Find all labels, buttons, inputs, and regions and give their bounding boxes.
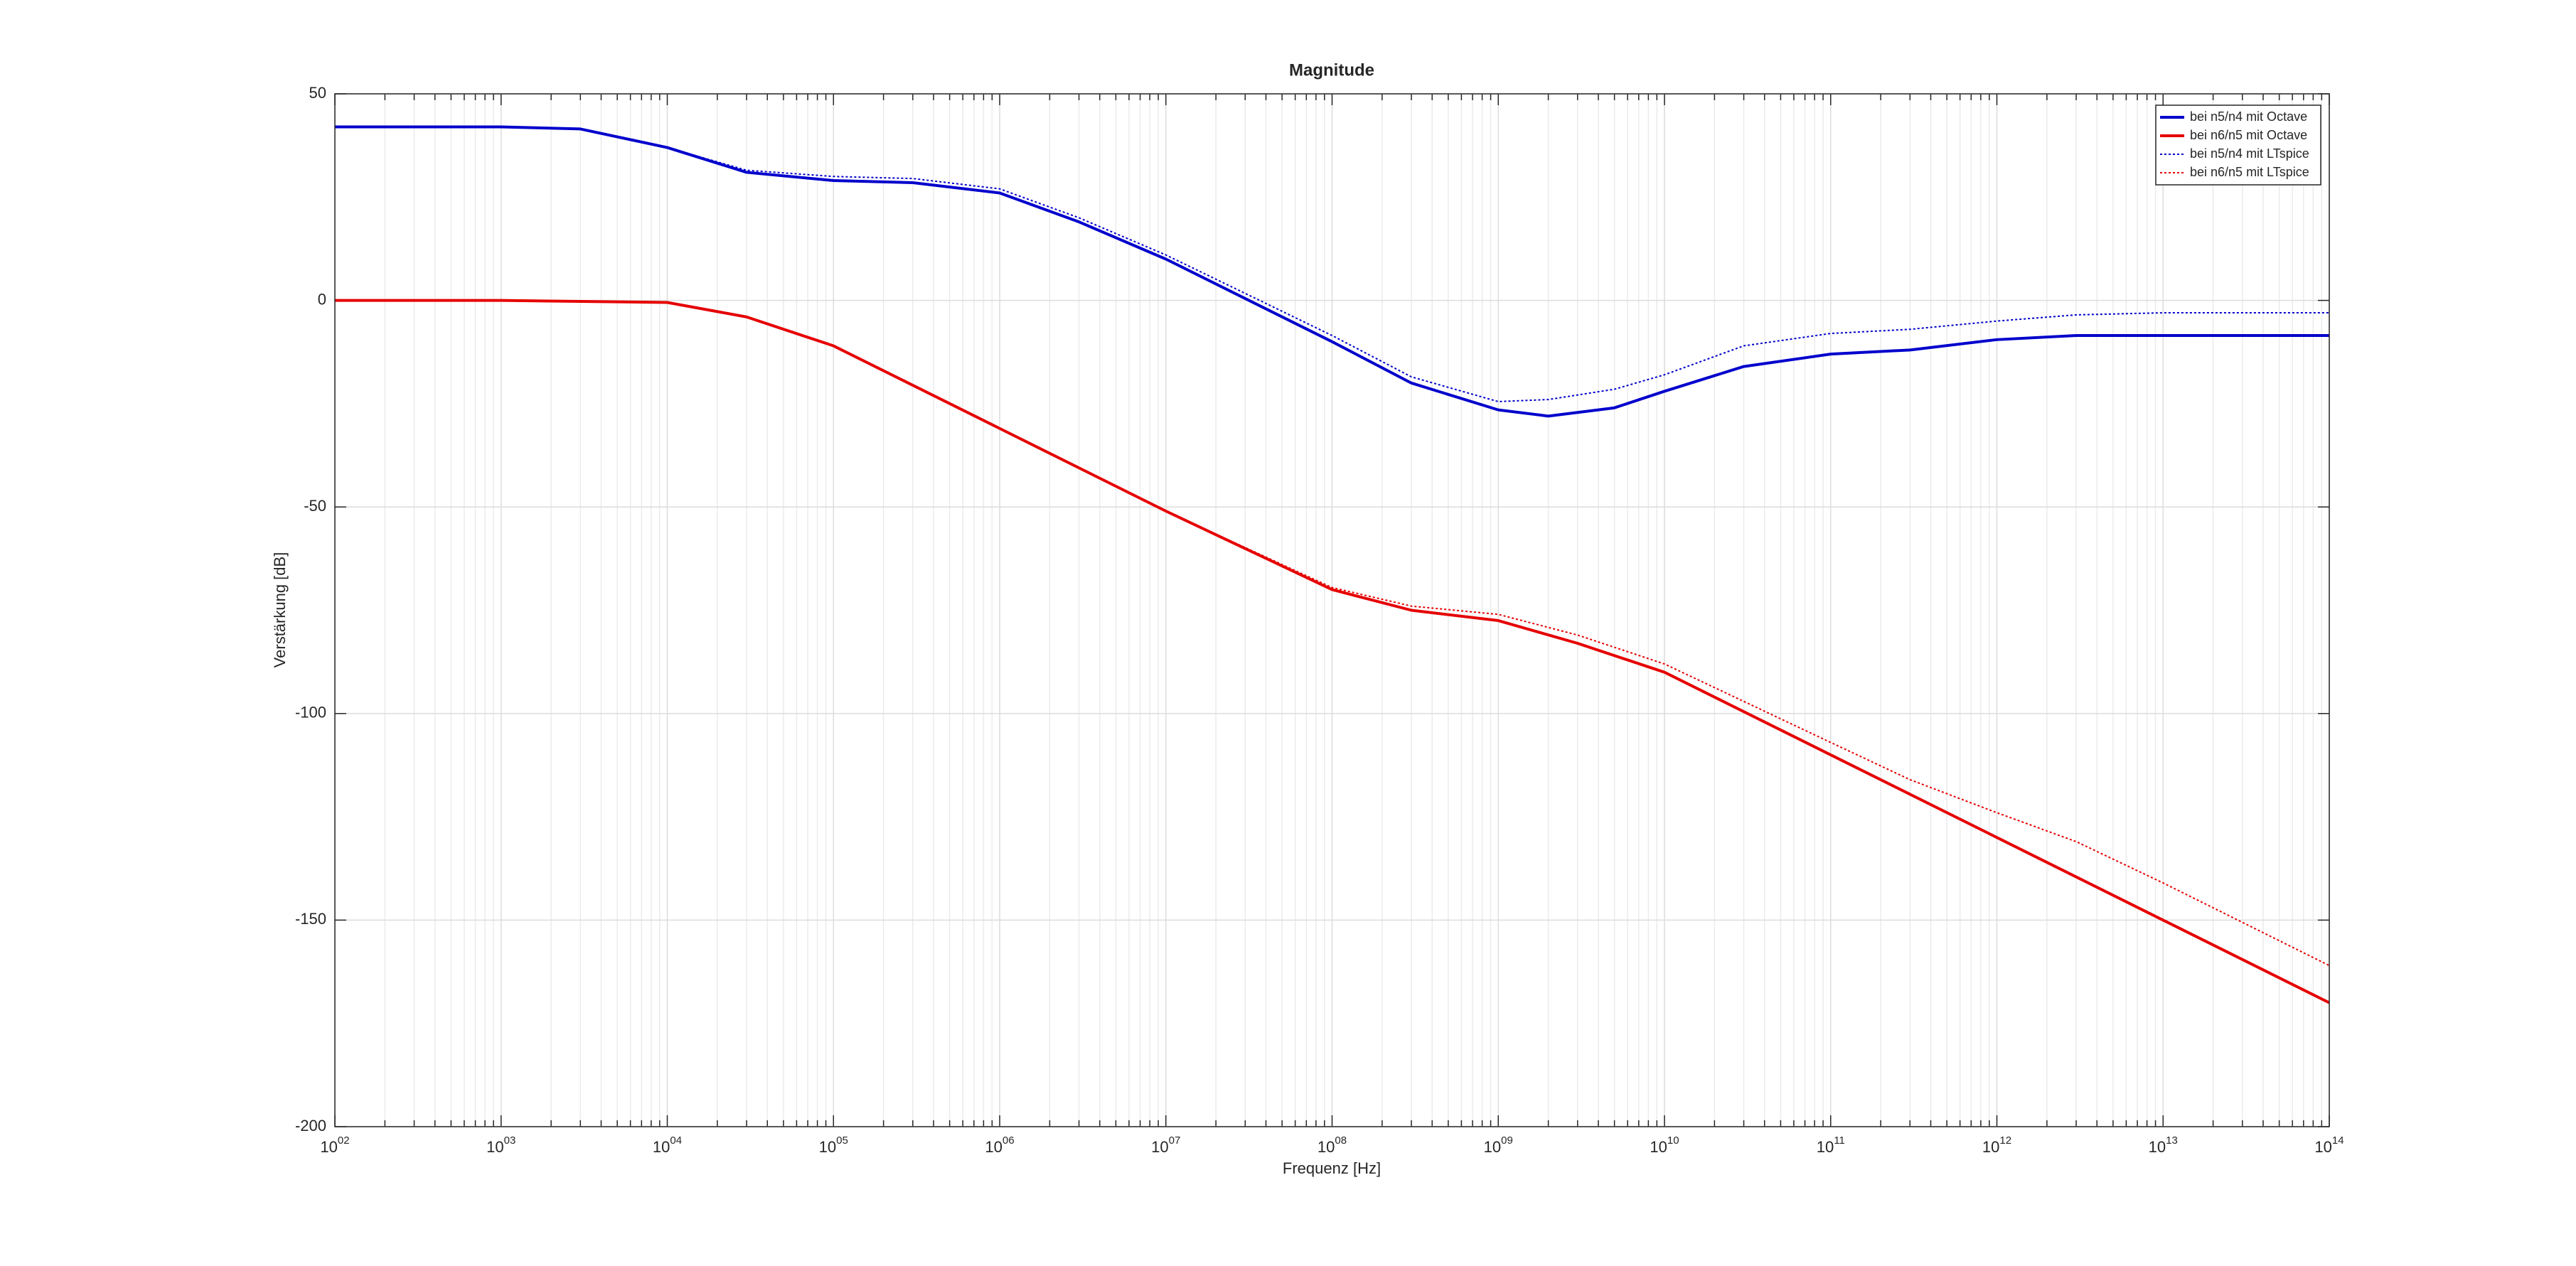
x-tick-exponent: 11 xyxy=(1834,1134,1845,1147)
x-tick-exponent: 08 xyxy=(1335,1134,1347,1147)
legend-label: bei n6/n5 mit LTspice xyxy=(2190,165,2309,179)
y-tick-label: 50 xyxy=(309,84,326,102)
series-line xyxy=(335,125,2329,418)
x-tick-exponent: 09 xyxy=(1501,1134,1513,1147)
legend-label: bei n5/n4 mit Octave xyxy=(2190,109,2307,124)
x-tick-exponent: 14 xyxy=(2332,1134,2344,1147)
series-line xyxy=(335,126,2329,402)
y-tick-label: -200 xyxy=(295,1117,326,1134)
x-tick-exponent: 10 xyxy=(1667,1134,1679,1147)
series-line xyxy=(335,299,2330,967)
x-tick-exponent: 05 xyxy=(836,1134,848,1147)
x-tick-exponent: 13 xyxy=(2166,1134,2178,1147)
y-axis-label: Verstärkung [dB] xyxy=(271,552,289,668)
x-axis-label: Frequenz [Hz] xyxy=(1283,1159,1381,1177)
x-tick-exponent: 06 xyxy=(1003,1134,1015,1147)
legend-label: bei n5/n4 mit LTspice xyxy=(2190,146,2309,161)
x-tick-exponent: 03 xyxy=(504,1134,516,1147)
y-tick-label: -150 xyxy=(295,910,326,928)
plot-frame xyxy=(334,93,2330,1127)
y-tick-label: -50 xyxy=(304,497,326,515)
x-tick-exponent: 07 xyxy=(1169,1134,1181,1147)
chart-title: Magnitude xyxy=(1289,60,1374,80)
legend-label: bei n6/n5 mit Octave xyxy=(2190,128,2307,142)
y-tick-label: -100 xyxy=(295,704,326,721)
x-tick-exponent: 02 xyxy=(338,1134,350,1147)
y-tick-label: 0 xyxy=(318,290,326,308)
x-tick-exponent: 12 xyxy=(1999,1134,2011,1147)
x-tick-exponent: 04 xyxy=(670,1134,682,1147)
